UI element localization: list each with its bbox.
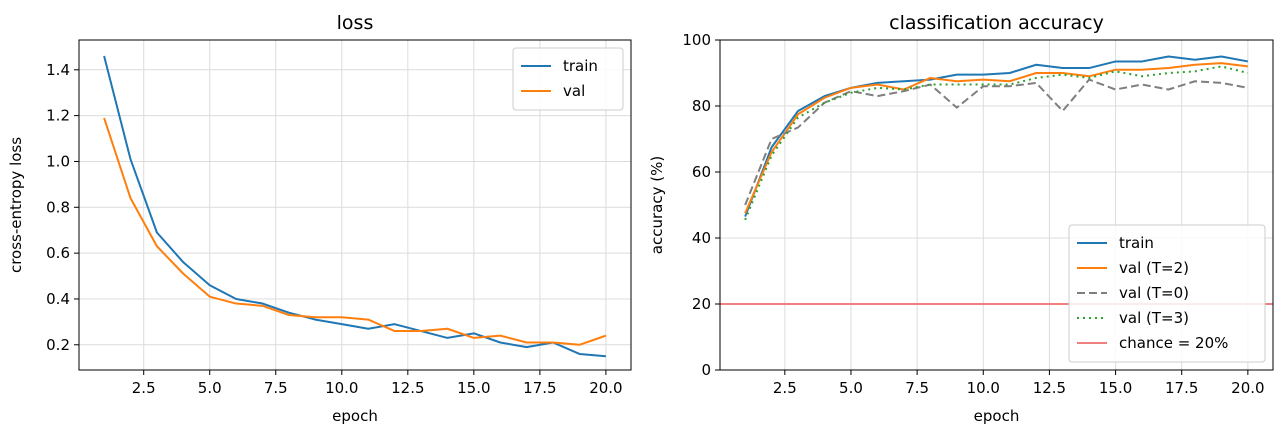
chart1.x-tick-label: 10.0 — [967, 379, 1000, 397]
chart0.legend-box — [512, 47, 624, 111]
chart0.x-tick-label: 17.5 — [523, 379, 556, 397]
chart1.y-tick-label: 40 — [692, 229, 711, 247]
chart0.y-tick-label: 0.6 — [46, 244, 70, 262]
chart1.legend-box — [1068, 224, 1266, 363]
chart0.y-tick-label: 1.0 — [46, 152, 70, 170]
chart0.legend: train val — [512, 47, 624, 111]
chart0.y-tick-label: 1.4 — [46, 61, 70, 79]
chart0.x-tick-label: 5.0 — [198, 379, 222, 397]
chart1.chart-title: classification accuracy — [889, 12, 1104, 34]
chart0.y-tick-label: 0.8 — [46, 198, 70, 216]
chart1.y-tick-label: 80 — [692, 97, 711, 115]
chart1.y-axis-label: accuracy (%) — [648, 156, 666, 254]
chart0.axes-frame — [78, 39, 632, 371]
chart0.x-tick-label: 12.5 — [391, 379, 424, 397]
chart1.y-tick-label: 20 — [692, 295, 711, 313]
chart0.x-tick-label: 2.5 — [132, 379, 156, 397]
chart0.chart-title: loss — [337, 12, 374, 34]
chart1.legend-label-val-t-0: val (T=0) — [1119, 284, 1189, 302]
chart0.y-tick-label: 0.2 — [46, 336, 70, 354]
chart0.x-axis-label: epoch — [332, 407, 378, 425]
chart0.legend-label-val: val — [563, 82, 585, 100]
chart1.series-val-t-0-line — [744, 78, 1249, 206]
chart0.x-tick-label: 15.0 — [457, 379, 490, 397]
chart1.y-tick-label: 0 — [701, 361, 711, 379]
chart1.legend-label-chance-20: chance = 20% — [1119, 334, 1228, 352]
chart0.x-tick-label: 10.0 — [325, 379, 358, 397]
chart1.y-tick-label: 60 — [692, 163, 711, 181]
chart1.x-tick-label: 2.5 — [773, 379, 797, 397]
chart0.series-val-line — [103, 117, 607, 346]
loss-chart-panel: 2.5 5.0 7.5 10.0 12.5 15.0 17.5 20.0 0.2 0.4 0.6 0.… — [7, 12, 632, 425]
chart1.x-tick-label: 20.0 — [1231, 379, 1264, 397]
chart1.series-train-line — [744, 55, 1249, 217]
chart1.y-tick-label: 100 — [682, 31, 711, 49]
chart1.x-tick-label: 7.5 — [905, 379, 929, 397]
chart0.legend-label-train: train — [563, 57, 598, 75]
chart1.x-axis-label: epoch — [974, 407, 1020, 425]
chart0.x-tick-label: 7.5 — [264, 379, 288, 397]
chart1.x-tick-label: 15.0 — [1099, 379, 1132, 397]
chart1.x-tick-label: 5.0 — [839, 379, 863, 397]
chart1.x-tick-label: 17.5 — [1165, 379, 1198, 397]
chart1.legend: train val (T=2) val (T=0) val (T=3) chance =… — [1068, 224, 1266, 363]
chart0.y-axis-label: cross-entropy loss — [7, 137, 25, 273]
chart1.legend-label-val-t-3: val (T=3) — [1119, 309, 1189, 327]
chart0.y-tick-label: 1.2 — [46, 107, 70, 125]
chart1.legend-label-train: train — [1119, 234, 1154, 252]
chart0.y-tick-label: 0.4 — [46, 290, 70, 308]
chart1.axes-frame — [719, 39, 1274, 371]
chart0.x-tick-label: 20.0 — [589, 379, 622, 397]
chart1.series-val-t-3-line — [744, 65, 1249, 221]
chart1.series-val-t-2-line — [744, 62, 1248, 214]
accuracy-chart-panel: 2.5 5.0 7.5 10.0 12.5 15.0 17.5 20.0 0 20 40 60 80 10… — [648, 12, 1274, 425]
chart1.legend-label-val-t-2: val (T=2) — [1119, 259, 1189, 277]
chart1.x-tick-label: 12.5 — [1033, 379, 1066, 397]
chart0.series-train-line — [103, 55, 606, 358]
